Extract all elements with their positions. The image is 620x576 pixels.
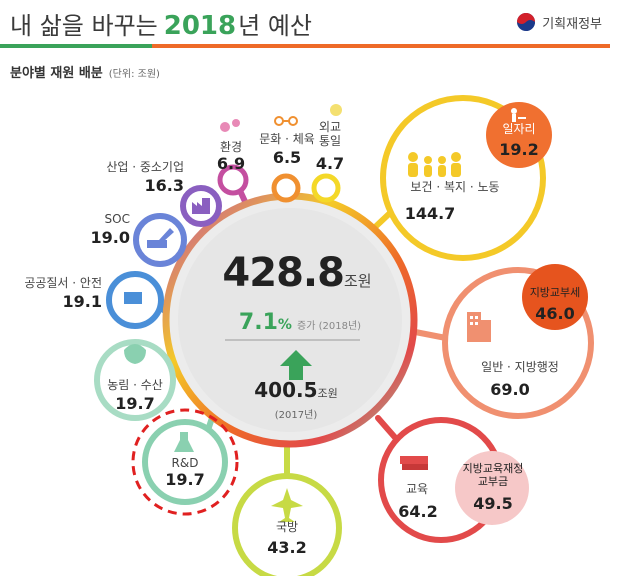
title-underline-orange — [152, 44, 610, 48]
growth-rate: 7.1% 증가 (2018년) — [238, 310, 362, 335]
ministry-name: 기획재정부 — [542, 16, 602, 32]
agri-label: 농림 · 수산 — [107, 378, 163, 392]
tree-icon — [220, 119, 240, 132]
highlight-dashed-circle — [131, 408, 239, 516]
education-grant-badge — [455, 451, 529, 525]
safety-value: 19.1 — [62, 292, 102, 311]
increase-arrow-icon — [280, 350, 312, 380]
local-grant-value: 46.0 — [535, 304, 575, 323]
title-underline-green — [0, 44, 152, 48]
excavator-icon — [147, 228, 174, 248]
title-suffix: 년 예산 — [238, 12, 312, 40]
diplomacy-value: 4.7 — [315, 154, 345, 173]
agri-circle — [94, 339, 176, 421]
education-grant-label: 지방교육재정 교부금 — [462, 462, 524, 489]
globe-icon — [330, 104, 342, 116]
title-prefix: 내 삶을 바꾸는 — [10, 12, 158, 40]
jobs-value: 19.2 — [499, 140, 539, 159]
family-icon — [408, 152, 461, 177]
unit-note: (단위: 조원) — [108, 69, 160, 80]
jobs-badge — [486, 102, 552, 168]
diplomacy-circle — [311, 173, 341, 203]
rate-value: 7.1 — [238, 310, 278, 335]
industry-value: 16.3 — [144, 176, 184, 195]
general-label: 일반 · 지방행정 — [481, 360, 559, 374]
environment-label: 환경 — [219, 140, 243, 154]
education-grant-value: 49.5 — [473, 494, 513, 513]
agri-value: 19.7 — [115, 394, 155, 413]
book-icon — [400, 456, 428, 470]
worker-icon — [511, 108, 526, 122]
total-value: 428.8 — [222, 250, 345, 296]
previous-budget: 400.5조원 — [236, 378, 356, 402]
flask-icon — [174, 432, 194, 452]
total-unit: 조원 — [343, 272, 372, 290]
government-emblem-icon — [517, 13, 536, 31]
welfare-value: 144.7 — [404, 204, 456, 223]
prev-year: (2017년) — [274, 410, 318, 421]
rnd-value: 19.7 — [165, 470, 205, 489]
cctv-icon — [124, 292, 142, 304]
defense-label: 국방 — [275, 520, 299, 534]
prev-unit: 조원 — [317, 387, 338, 400]
education-label: 교육 — [405, 482, 429, 496]
section-subtitle: 분야별 재원 배분 (단위: 조원) — [10, 66, 160, 81]
building-icon — [467, 312, 491, 342]
diplomacy-label: 외교 통일 — [318, 120, 342, 149]
ministry-brand: 기획재정부 — [516, 12, 602, 32]
environment-circle — [217, 164, 249, 196]
rnd-label: R&D — [171, 456, 199, 470]
defense-value: 43.2 — [267, 538, 307, 557]
industry-label: 산업 · 중소기업 — [106, 160, 184, 174]
central-inner — [178, 208, 402, 432]
local-grant-badge — [522, 264, 588, 330]
general-value: 69.0 — [490, 380, 530, 399]
culture-label: 문화 · 체육 — [259, 132, 315, 146]
page-title: 내 삶을 바꾸는 2018 년 예산 — [10, 6, 312, 41]
rate-note: 증가 (2018년) — [297, 321, 362, 332]
culture-circle — [271, 173, 301, 203]
title-year: 2018 — [163, 11, 237, 41]
sprout-icon — [124, 344, 146, 364]
local-grant-label: 지방교부세 — [529, 286, 581, 299]
rnd-circle — [142, 419, 228, 505]
welfare-label: 보건 · 복지 · 노동 — [410, 180, 500, 194]
glasses-icon — [274, 116, 298, 126]
jobs-label: 일자리 — [502, 122, 536, 136]
culture-value: 6.5 — [272, 148, 302, 167]
defense-circle — [232, 473, 342, 576]
prev-value: 400.5 — [254, 378, 318, 402]
environment-value: 6.9 — [216, 154, 246, 173]
safety-label: 공공질서 · 안전 — [24, 276, 102, 290]
soc-value: 19.0 — [90, 228, 130, 247]
factory-icon — [192, 198, 210, 214]
education-value: 64.2 — [398, 502, 438, 521]
total-budget: 428.8조원 — [212, 250, 382, 296]
jet-icon — [271, 488, 303, 522]
soc-label: SOC — [104, 212, 130, 226]
